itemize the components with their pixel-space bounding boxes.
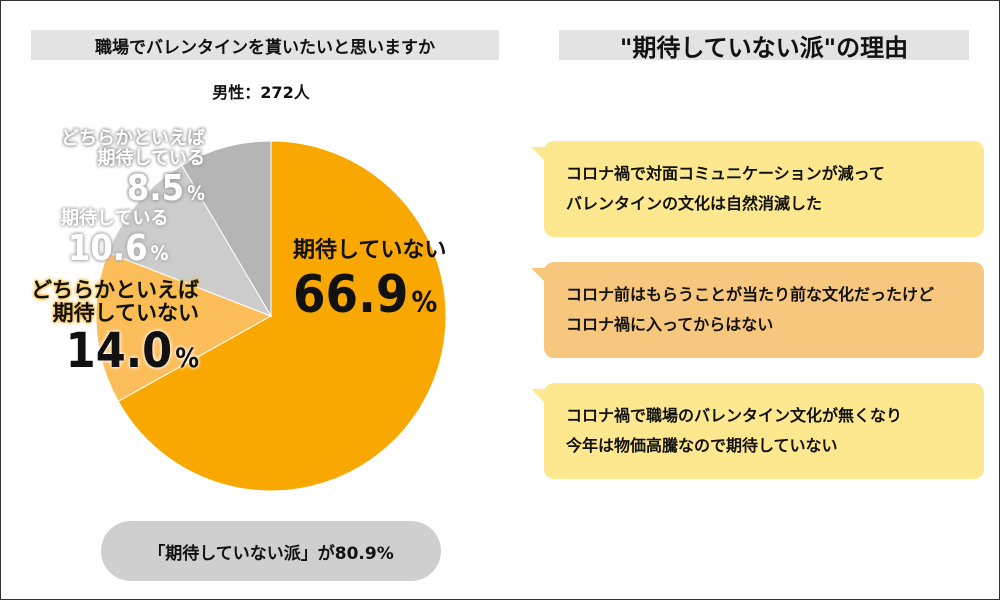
reason-line: 今年は物価高騰なので期待していない [566,436,838,455]
slice-value: 66.9% [293,265,438,326]
slice-label-not-expecting: 期待していない 66.9% [293,238,447,326]
question-heading: 職場でバレンタインを貰いたいと思いますか [31,30,499,60]
slice-value: 14.0% [65,323,199,380]
pie-slice-not-expecting [117,140,447,492]
reason-line: コロナ前はもらうことが当たり前な文化だったけど [566,284,935,304]
speech-tail [531,268,547,284]
slice-value: 10.6% [67,227,169,269]
reason-line: コロナ禍で対面コミュニケーションが減って [566,163,885,183]
reason-bubble: コロナ禍で対面コミュニケーションが減って バレンタインの文化は自然消滅した [531,141,984,237]
speech-tail [531,389,547,405]
reason-line: コロナ禍で職場のバレンタイン文化が無くなり [566,405,903,425]
slice-label-text: 期待している [61,208,169,229]
slice-label-text-line1: どちらかといえば [31,278,199,302]
slice-label-rather-expecting: どちらかといえば 期待している 8.5% [61,129,205,208]
pie-slice-rather-expecting [181,140,272,318]
slice-label-text-line2: 期待していない [52,301,199,326]
speech-tail [531,147,547,163]
slice-value: 8.5% [126,167,205,209]
pie-slice-expecting [107,164,273,317]
pie-slice-rather-not-expecting [95,251,273,402]
sample-size: 男性：272人 [212,83,310,102]
reason-line: バレンタインの文化は自然消滅した [566,194,823,213]
slice-label-text: 期待していない [293,238,447,263]
reason-bubble: コロナ禍で職場のバレンタイン文化が無くなり 今年は物価高騰なので期待していない [531,383,984,479]
reason-bubble: コロナ前はもらうことが当たり前な文化だったけど コロナ禍に入ってからはない [531,262,984,358]
reasons-heading: "期待していない派"の理由 [559,30,969,62]
slice-label-text-line2: 期待している [97,147,205,169]
slice-label-rather-not-expecting: どちらかといえば 期待していない 14.0% [31,278,199,380]
slice-label-expecting: 期待している 10.6% [61,209,168,268]
reason-line: コロナ禍に入ってからはない [566,315,774,334]
slice-label-text-line1: どちらかといえば [61,128,205,149]
summary-pill: 「期待していない派」が80.9% [101,521,441,581]
